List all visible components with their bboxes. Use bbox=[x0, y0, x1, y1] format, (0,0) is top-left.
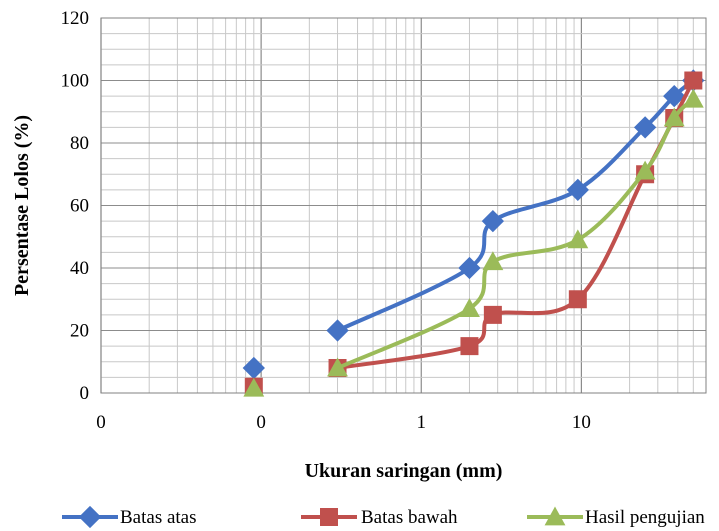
series-batas-atas bbox=[242, 69, 705, 380]
y-tick-label: 0 bbox=[80, 383, 90, 404]
data-point-batas-bawah bbox=[460, 337, 479, 356]
legend-item-batas-bawah: Batas bawah bbox=[301, 507, 458, 528]
data-point-batas-bawah bbox=[684, 71, 703, 90]
legend-item-hasil-pengujian: Hasil pengujian bbox=[527, 506, 705, 528]
data-point-batas-atas bbox=[326, 319, 349, 342]
series-hasil-pengujian bbox=[243, 88, 704, 397]
y-axis-title: Persentase Lolos (%) bbox=[11, 115, 33, 296]
legend-marker-square bbox=[320, 508, 338, 526]
x-axis-title: Ukuran saringan (mm) bbox=[305, 460, 503, 482]
y-tick-label: 60 bbox=[70, 196, 89, 217]
data-point-batas-atas bbox=[566, 178, 589, 202]
data-point-batas-atas bbox=[633, 116, 657, 139]
legend-label: Batas bawah bbox=[361, 507, 458, 528]
y-tick-label: 20 bbox=[70, 321, 89, 342]
series-layer bbox=[242, 69, 705, 397]
y-axis-tick-labels: 0 20 40 60 80 100 120 bbox=[61, 8, 90, 404]
plot-grid bbox=[100, 17, 707, 394]
data-point-hasil-pengujian bbox=[663, 107, 685, 127]
data-point-batas-atas bbox=[242, 356, 265, 380]
x-tick-label: 0 bbox=[96, 412, 106, 433]
series-batas-bawah bbox=[244, 71, 703, 396]
y-tick-label: 120 bbox=[61, 8, 90, 29]
x-axis-tick-labels: 0 0 1 10 bbox=[96, 412, 591, 433]
data-point-batas-bawah bbox=[568, 290, 587, 309]
legend-label: Batas atas bbox=[120, 507, 197, 528]
y-tick-label: 40 bbox=[70, 258, 89, 279]
x-tick-label: 0 bbox=[256, 412, 266, 433]
data-point-hasil-pengujian bbox=[567, 229, 589, 249]
y-tick-label: 80 bbox=[70, 133, 89, 154]
legend-marker-diamond bbox=[78, 505, 102, 529]
legend: Batas atas Batas bawah Hasil pengujian bbox=[62, 505, 705, 529]
data-point-hasil-pengujian bbox=[243, 377, 265, 397]
data-point-hasil-pengujian bbox=[682, 88, 704, 108]
data-point-batas-bawah bbox=[483, 305, 502, 324]
series-line-hasil-pengujian bbox=[335, 97, 696, 370]
data-point-batas-atas bbox=[663, 84, 686, 108]
legend-label: Hasil pengujian bbox=[585, 507, 705, 528]
legend-marker-triangle bbox=[544, 506, 566, 526]
data-point-hasil-pengujian bbox=[634, 160, 656, 180]
x-tick-label: 1 bbox=[417, 412, 427, 433]
data-point-hasil-pengujian bbox=[459, 298, 480, 317]
plot-area-border bbox=[100, 17, 707, 394]
y-tick-label: 100 bbox=[61, 71, 90, 92]
data-point-batas-atas bbox=[458, 256, 481, 280]
data-point-batas-atas bbox=[481, 209, 505, 233]
x-tick-label: 10 bbox=[572, 412, 591, 433]
data-point-hasil-pengujian bbox=[327, 357, 348, 377]
legend-item-batas-atas: Batas atas bbox=[62, 505, 197, 529]
data-point-hasil-pengujian bbox=[482, 251, 504, 271]
